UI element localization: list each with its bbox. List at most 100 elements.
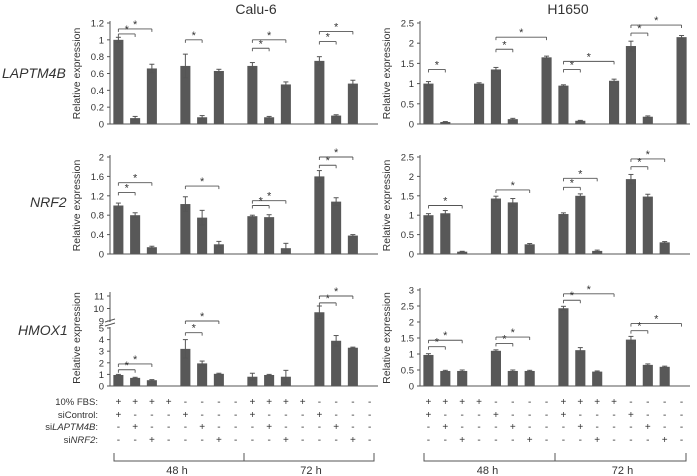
condition-sign: - [663,422,666,433]
chart-panel-2: 0 0.5 1 1.5 2 2.5 Relative expression * * * * * * * [381,15,690,131]
significance-star: * [125,24,130,36]
bar [314,60,325,124]
bar [474,83,485,124]
condition-label-part: : [95,422,98,433]
bar [592,250,603,254]
condition-label-part: si [45,422,52,433]
significance-star: * [259,196,264,208]
significance-star: * [443,196,448,208]
significance-star: * [267,30,272,42]
condition-sign: - [368,397,371,408]
y-tick-label: 0.8 [91,211,104,222]
condition-sign: - [612,410,615,421]
bar [146,380,157,386]
bar [264,374,275,386]
condition-sign: - [646,397,649,408]
condition-sign: + [561,410,567,421]
significance-star: * [259,38,264,50]
y-tick-label: 2 [409,39,414,50]
significance-star: * [637,23,642,35]
bar [575,350,586,386]
condition-sign: + [266,422,272,433]
y-tick-label: 3 [409,286,414,297]
condition-sign: - [612,422,615,433]
bar [264,217,275,254]
condition-sign: - [545,410,548,421]
condition-sign: + [662,435,668,446]
condition-sign: - [301,410,304,421]
significance-star: * [570,290,575,302]
y-tick-label: 1.5 [401,59,414,70]
significance-star: * [326,293,331,305]
bar [490,198,501,254]
y-tick-label: 0.5 [401,366,414,377]
significance-star: * [654,15,659,27]
condition-sign: - [562,435,565,446]
condition-sign: - [680,410,683,421]
bar [524,370,535,386]
significance-star: * [578,168,583,180]
significance-star: * [570,177,575,189]
bar [130,377,141,386]
condition-sign: + [166,397,172,408]
condition-sign: - [528,422,531,433]
condition-label-part: : [95,435,98,446]
y-tick-label: 0.5 [401,230,414,241]
bar [457,370,468,386]
condition-sign: - [200,397,203,408]
condition-sign: + [611,397,617,408]
condition-sign: - [217,410,220,421]
significance-star: * [334,21,339,33]
bar [130,118,141,124]
significance-star: * [511,327,516,339]
y-tick-label: 0 [99,382,104,393]
condition-sign: + [476,397,482,408]
y-tick-label: 0.6 [91,69,104,80]
y-tick-label: 1.2 [91,191,104,202]
bar [423,354,434,386]
bar [642,196,653,254]
condition-sign: - [184,397,187,408]
column-title-calu6: Calu-6 [235,1,276,17]
axis-break-mark [104,322,116,327]
bar [625,179,636,254]
bar [490,69,501,124]
y-axis-label: Relative expression [71,160,83,252]
y-tick-label: 0 [409,382,414,393]
condition-sign: - [184,435,187,446]
significance-star: * [334,147,339,159]
condition-sign: - [494,422,497,433]
significance-star: * [133,173,138,185]
significance-star: * [200,311,205,323]
condition-sign: - [562,422,565,433]
condition-sign: - [545,397,548,408]
condition-sign: + [115,397,121,408]
condition-sign: + [459,435,465,446]
condition-sign: - [334,435,337,446]
condition-sign: + [182,410,188,421]
bar [457,251,468,254]
y-axis-label: Relative expression [381,28,393,120]
significance-star: * [443,330,448,342]
y-axis-label: Relative expression [71,28,83,120]
significance-star: * [326,155,331,167]
condition-sign: - [301,422,304,433]
y-tick-label: 2 [409,318,414,329]
condition-sign: - [318,422,321,433]
condition-sign: - [284,410,287,421]
condition-sign: + [333,422,339,433]
condition-sign: + [628,410,634,421]
condition-sign: + [594,397,600,408]
bar [642,116,653,124]
condition-sign: + [149,435,155,446]
bar [280,84,291,124]
bar [130,215,141,254]
y-tick-label: 0.2 [91,103,104,114]
bar [180,65,191,124]
condition-sign: - [663,397,666,408]
significance-star: * [654,314,659,326]
condition-sign: - [217,422,220,433]
